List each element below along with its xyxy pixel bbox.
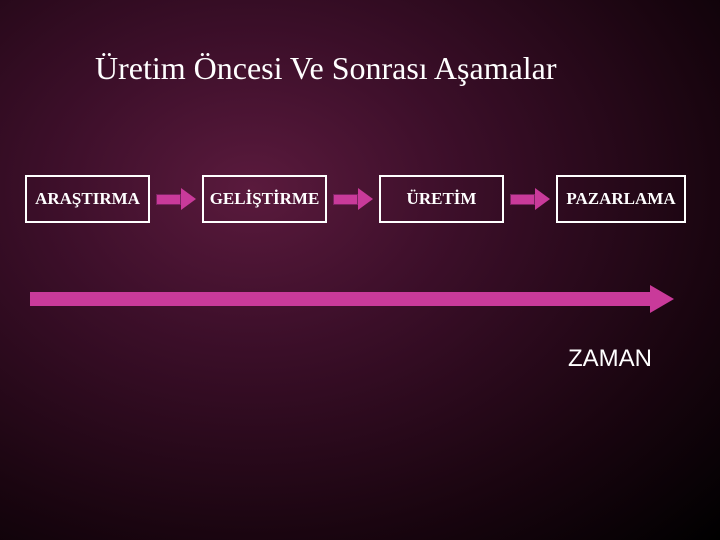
arrow-shaft: [510, 194, 535, 205]
stage-box-development: GELİŞTİRME: [202, 175, 327, 223]
page-title: Üretim Öncesi Ve Sonrası Aşamalar: [95, 50, 557, 87]
arrow-shaft: [156, 194, 181, 205]
arrow-icon: [333, 188, 373, 210]
timeline-arrow-shaft: [30, 292, 650, 306]
stage-box-production: ÜRETİM: [379, 175, 504, 223]
arrow-head: [181, 188, 196, 210]
stage-box-marketing: PAZARLAMA: [556, 175, 686, 223]
arrow-shaft: [333, 194, 358, 205]
arrow-head: [358, 188, 373, 210]
arrow-icon: [510, 188, 550, 210]
arrow-head: [535, 188, 550, 210]
arrow-icon: [156, 188, 196, 210]
stage-box-research: ARAŞTIRMA: [25, 175, 150, 223]
timeline-arrow-head: [650, 285, 674, 313]
timeline-label: ZAMAN: [568, 345, 652, 373]
flow-diagram: ARAŞTIRMA GELİŞTİRME ÜRETİM PAZARLAMA: [25, 175, 686, 223]
timeline-arrow: [30, 285, 674, 313]
